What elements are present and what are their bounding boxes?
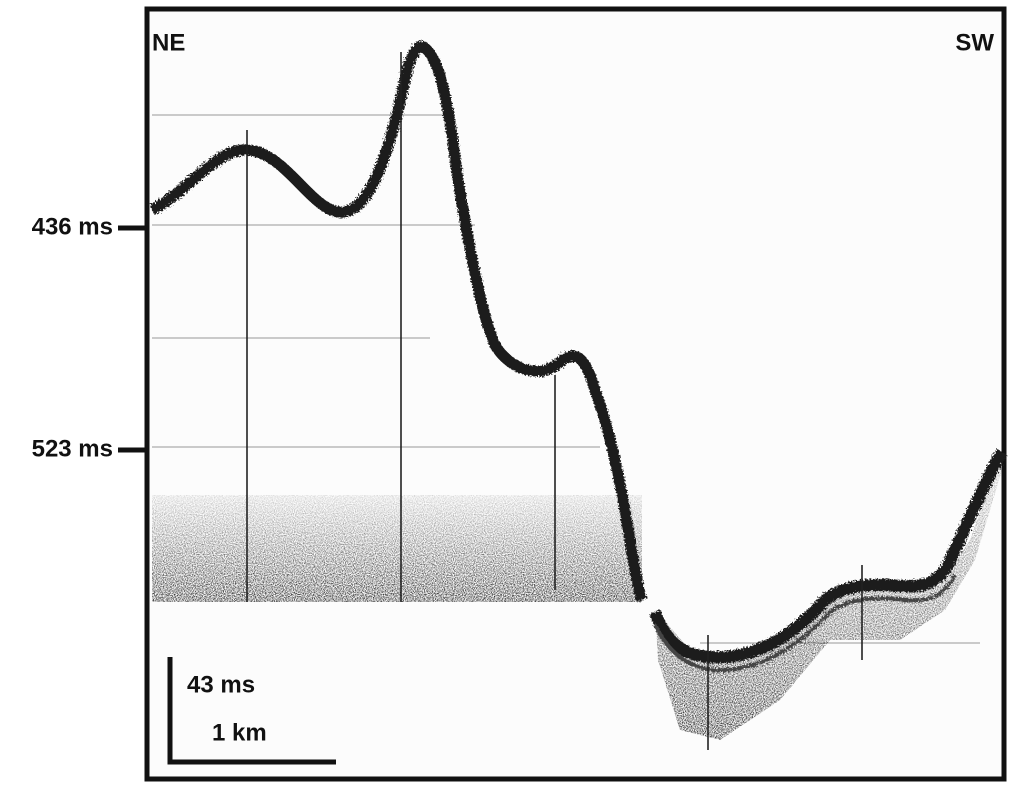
scale-label: 43 ms <box>187 671 255 698</box>
scale-label: 1 km <box>212 719 267 746</box>
direction-label: NE <box>152 29 185 56</box>
scale-bar <box>167 657 336 765</box>
direction-label: SW <box>955 29 994 56</box>
axis-tick-label: 436 ms <box>32 213 113 240</box>
axis-tick-label: 523 ms <box>32 435 113 462</box>
subbottom-noise <box>152 495 642 602</box>
fix-lines <box>246 52 863 750</box>
frame <box>144 6 1007 782</box>
reflector <box>149 41 1008 673</box>
